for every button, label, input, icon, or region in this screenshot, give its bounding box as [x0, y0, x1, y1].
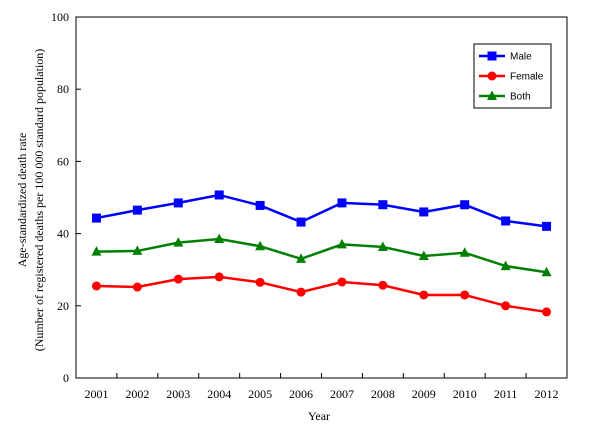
y-tick-label: 80 — [57, 82, 69, 96]
data-point-both — [296, 253, 307, 263]
x-axis-title: Year — [308, 409, 330, 423]
series-female — [91, 272, 552, 317]
data-point-female — [296, 287, 306, 297]
data-point-female — [255, 277, 265, 287]
x-tick-label: 2008 — [371, 387, 395, 401]
data-point-female — [542, 307, 552, 317]
x-tick-label: 2004 — [207, 387, 231, 401]
x-tick-label: 2002 — [125, 387, 149, 401]
series-line-female — [96, 275, 547, 314]
y-tick-label: 100 — [51, 10, 69, 24]
data-point-both — [500, 260, 511, 271]
data-point-male — [173, 198, 183, 208]
legend-item-female: Female — [479, 71, 544, 83]
y-tick-label: 20 — [57, 299, 69, 313]
data-point-both — [459, 247, 470, 257]
data-point-female — [173, 274, 183, 284]
legend-marker-female — [487, 71, 497, 81]
series-male — [91, 190, 552, 231]
data-point-both — [173, 237, 184, 247]
data-point-male — [255, 200, 265, 210]
legend-item-male: Male — [479, 51, 532, 63]
data-point-female — [337, 277, 347, 287]
series-line-male — [96, 193, 547, 228]
y-axis-subtitle: (Number of registered deaths per 100 000… — [32, 49, 46, 352]
legend: Male Female Both — [473, 43, 552, 109]
data-point-male — [296, 217, 306, 227]
y-tick-label: 0 — [63, 371, 69, 385]
y-tick-label: 40 — [57, 227, 69, 241]
x-tick-label: 2011 — [494, 387, 518, 401]
data-point-both — [214, 233, 225, 244]
y-axis-title: Age-standardized death rate — [15, 133, 29, 268]
legend-item-both: Both — [479, 90, 531, 103]
data-point-both — [91, 246, 102, 256]
data-point-female — [132, 282, 142, 292]
legend-label-male: Male — [510, 52, 532, 63]
data-point-both — [336, 238, 347, 249]
data-point-female — [460, 290, 470, 300]
data-point-female — [501, 301, 511, 311]
x-tick-label: 2009 — [412, 387, 436, 401]
data-point-both — [418, 250, 429, 260]
legend-label-female: Female — [510, 72, 544, 83]
data-point-female — [214, 272, 224, 282]
data-point-female — [378, 280, 388, 290]
x-tick-label: 2003 — [166, 387, 190, 401]
series-layer — [91, 190, 552, 317]
data-point-male — [419, 207, 429, 217]
x-tick-label: 2001 — [84, 387, 108, 401]
data-point-male — [214, 190, 224, 200]
data-point-male — [460, 200, 470, 210]
legend-marker-both — [487, 90, 497, 100]
data-point-both — [132, 245, 143, 255]
x-tick-label: 2007 — [330, 387, 354, 401]
data-point-male — [378, 200, 388, 210]
x-tick-label: 2010 — [453, 387, 477, 401]
data-point-male — [91, 213, 101, 223]
legend-marker-male — [487, 51, 497, 61]
data-point-both — [541, 266, 552, 277]
y-tick-label: 60 — [57, 154, 69, 168]
data-point-male — [132, 205, 142, 215]
data-point-female — [419, 290, 429, 300]
axes: 0 20 40 60 80 100 2001 2002 2003 2004 2005 2006 2007… — [51, 10, 568, 401]
data-point-male — [337, 198, 347, 208]
data-point-both — [377, 241, 388, 251]
legend-label-both: Both — [510, 92, 531, 103]
series-line-both — [96, 237, 547, 274]
x-tick-label: 2006 — [289, 387, 313, 401]
series-both — [91, 233, 552, 277]
x-tick-label: 2005 — [248, 387, 272, 401]
data-point-male — [501, 216, 511, 226]
data-point-male — [542, 221, 552, 231]
data-point-female — [91, 281, 101, 291]
data-point-both — [255, 240, 266, 251]
x-tick-label: 2012 — [535, 387, 559, 401]
